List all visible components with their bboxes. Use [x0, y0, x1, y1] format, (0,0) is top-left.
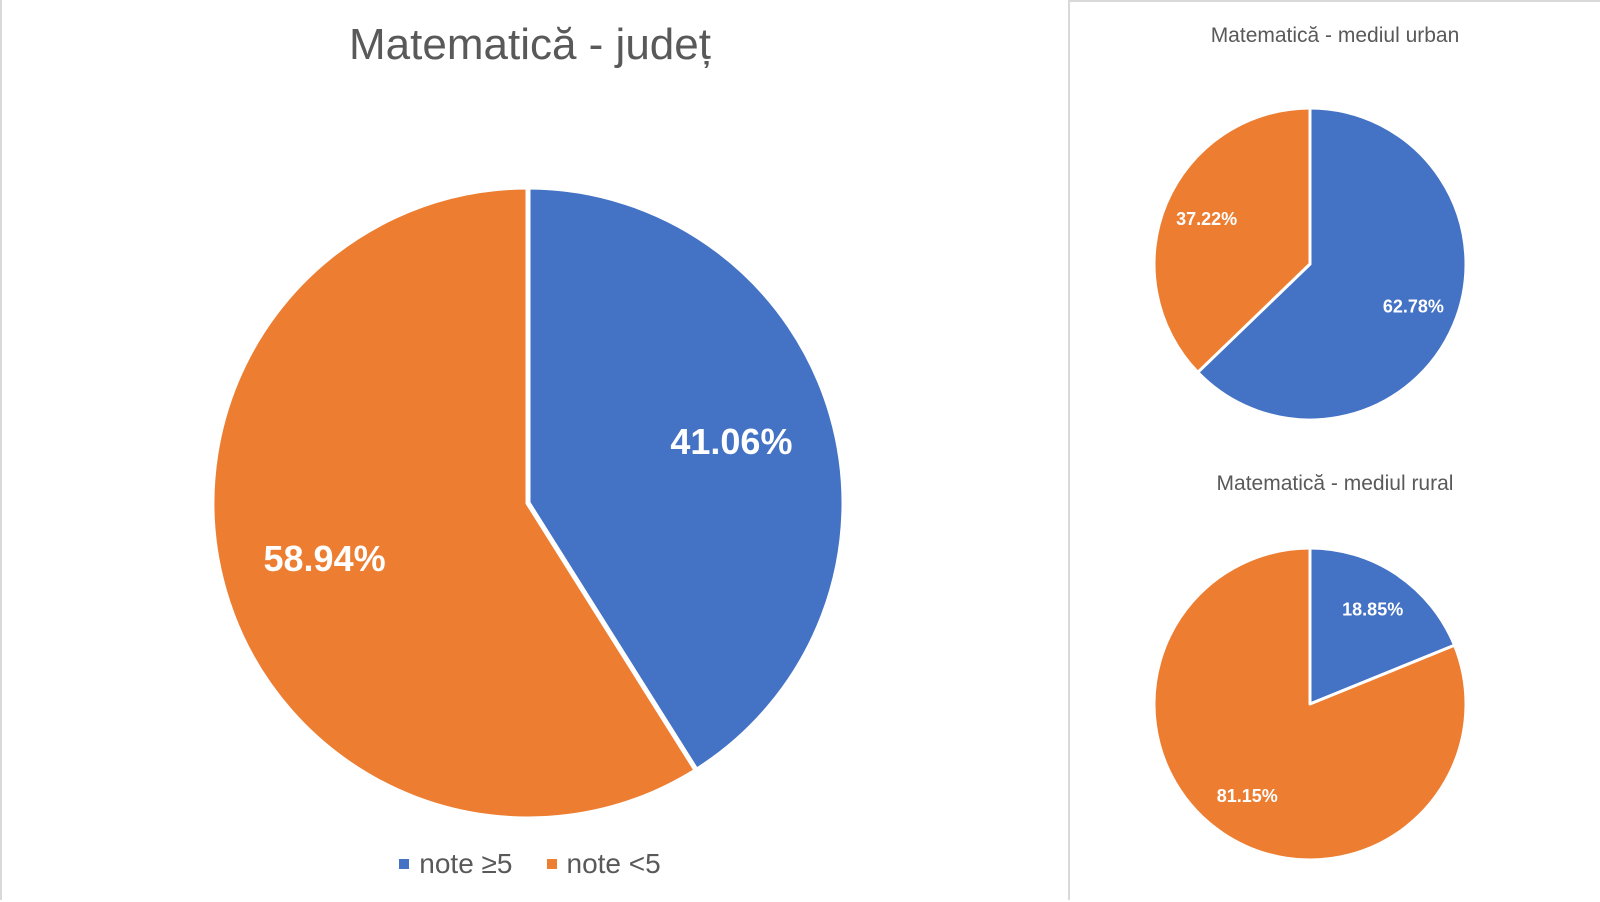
legend-swatch-fail: [546, 859, 557, 869]
rural-label-fail: 81.15%: [1217, 786, 1278, 806]
legend-label-pass: note ≥5: [419, 848, 513, 879]
rural-slice-fail: [1152, 546, 1468, 862]
legend-item-pass: note ≥5: [399, 848, 513, 880]
urban-slice-pass: [1196, 106, 1468, 422]
county-chart-title: Matematică - județ: [349, 20, 711, 69]
rural-label-pass: 18.85%: [1342, 600, 1403, 620]
county-label-pass: 41.06%: [670, 421, 792, 462]
rural-pie-chart: 18.85% 81.15%: [1152, 546, 1468, 862]
county-pie-chart: 41.06% 58.94%: [209, 184, 847, 822]
urban-label-pass: 62.78%: [1383, 297, 1444, 317]
county-label-fail: 58.94%: [264, 538, 386, 579]
legend: note ≥5 note <5: [2, 848, 1058, 880]
rural-chart-title: Matematică - mediul rural: [1216, 472, 1454, 495]
county-slice-fail: [209, 184, 699, 822]
urban-label-fail: 37.22%: [1176, 209, 1237, 229]
urban-slice-fail: [1152, 106, 1312, 374]
legend-item-fail: note <5: [546, 848, 661, 880]
urban-pie-chart: 62.78% 37.22%: [1152, 106, 1468, 422]
environment-charts-panel: Matematică - mediul urban Matematică - m…: [1068, 0, 1600, 900]
legend-label-fail: note <5: [566, 848, 661, 879]
urban-chart-title: Matematică - mediul urban: [1210, 24, 1460, 47]
legend-swatch-pass: [399, 859, 410, 869]
county-chart-panel: Matematică - județ 41.06% 58.94% note ≥5 …: [0, 0, 1058, 900]
rural-slice-pass: [1308, 546, 1456, 706]
